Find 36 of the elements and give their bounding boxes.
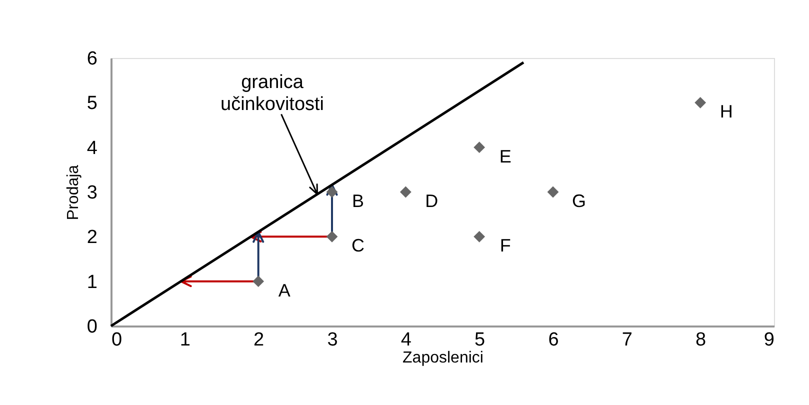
y-tick-label: 2	[86, 227, 98, 248]
x-axis-title: Zaposlenici	[402, 350, 484, 366]
x-tick-label: 2	[254, 330, 264, 350]
annotation: F	[500, 236, 511, 256]
x-tick-label: 6	[548, 330, 559, 350]
annotation: G	[572, 191, 586, 211]
y-tick-label: 0	[86, 316, 98, 338]
y-tick-label: 5	[86, 93, 98, 114]
x-tick-label: 7	[622, 330, 632, 350]
annotation: B	[352, 191, 364, 211]
x-tick-label: 5	[474, 330, 486, 350]
annotation: D	[425, 191, 438, 211]
x-tick-label: 1	[180, 330, 190, 350]
annotation: granica učinkovitosti	[220, 72, 324, 116]
point	[474, 230, 486, 242]
annotation: C	[352, 236, 364, 256]
point	[694, 96, 706, 108]
y-tick-label: 1	[86, 272, 98, 293]
x-tick-label: 0	[112, 330, 122, 350]
annotation: E	[499, 146, 512, 166]
point	[326, 230, 338, 242]
point	[474, 142, 486, 154]
annotation: A	[278, 280, 290, 300]
y-tick-label: 4	[86, 138, 98, 159]
x-tick-label: 4	[400, 330, 412, 350]
x-tick-label: 9	[764, 330, 774, 350]
annotation: H	[720, 102, 733, 122]
y-tick-label: 6	[86, 48, 98, 70]
x-tick-label: 8	[696, 330, 706, 350]
point	[400, 186, 412, 198]
y-axis-title: Prodaja	[64, 164, 82, 220]
x-tick-label: 3	[327, 330, 338, 350]
point	[326, 186, 338, 198]
y-tick-label: 3	[86, 182, 98, 204]
point	[547, 186, 559, 198]
point	[252, 276, 264, 288]
